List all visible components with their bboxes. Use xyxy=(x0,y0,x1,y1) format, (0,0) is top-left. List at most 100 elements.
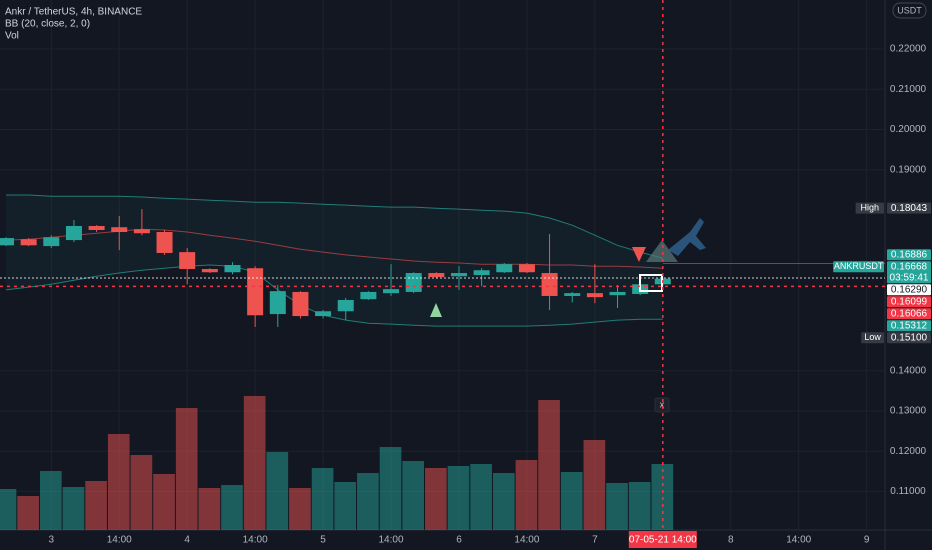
candle-body xyxy=(292,291,309,317)
y-tick-label: 0.20000 xyxy=(890,124,927,135)
volume-bar xyxy=(85,481,107,530)
close-icon[interactable]: x xyxy=(660,399,665,409)
crosshair-x-box xyxy=(628,531,697,548)
volume-bar xyxy=(425,468,447,530)
candle-body xyxy=(156,232,173,253)
price-tag-box xyxy=(855,202,884,214)
currency-button[interactable] xyxy=(892,2,927,19)
volume-bar xyxy=(107,434,130,530)
candle-body xyxy=(518,264,535,273)
price-label: 0.16099 xyxy=(891,296,928,307)
candle-body xyxy=(473,270,490,276)
volume-bar xyxy=(311,468,334,530)
volume-bar xyxy=(289,488,311,530)
candle-body xyxy=(65,225,82,241)
close-button[interactable] xyxy=(654,397,670,413)
price-label: 0.18043 xyxy=(891,203,928,214)
countdown: 03:59:41 xyxy=(890,272,929,283)
candle-body xyxy=(201,269,218,273)
pattern-arrow xyxy=(646,240,678,262)
y-tick-label: 0.19000 xyxy=(890,164,927,175)
price-label: 0.16886 xyxy=(891,249,928,260)
price-label-box xyxy=(887,261,931,284)
volume-bar xyxy=(470,464,492,530)
candle-body xyxy=(586,293,603,298)
volume-bar xyxy=(334,482,357,530)
candle-body xyxy=(179,252,196,270)
candle-body xyxy=(315,311,332,317)
volume-bar xyxy=(153,474,175,530)
price-label: 0.15312 xyxy=(891,320,928,331)
candle-body xyxy=(43,237,60,247)
price-label-box xyxy=(887,296,931,308)
candle-body xyxy=(88,225,105,231)
candle-body xyxy=(496,264,513,273)
bb-legend: BB (20, close, 2, 0) xyxy=(5,19,90,30)
x-tick-label: 7 xyxy=(592,535,598,546)
candle-body xyxy=(0,238,15,246)
volume-bar xyxy=(357,473,379,530)
x-tick-label: 6 xyxy=(456,535,462,546)
bb-upper xyxy=(6,194,663,259)
volume-bar xyxy=(221,485,243,530)
x-tick-label: 5 xyxy=(320,535,326,546)
y-tick-label: 0.11000 xyxy=(890,486,926,497)
price-label: 0.15100 xyxy=(891,332,928,343)
candle-body xyxy=(541,273,558,296)
y-tick-label: 0.21000 xyxy=(890,84,927,95)
x-tick-label: 14:00 xyxy=(514,535,539,546)
volume-bar xyxy=(266,452,289,530)
candle-body xyxy=(428,273,445,278)
crosshair-x-label: 07-05-21 14:00 xyxy=(629,535,697,546)
candle-body xyxy=(450,273,467,277)
currency-label[interactable]: USDT xyxy=(897,5,922,15)
candle-body xyxy=(224,265,241,273)
price-tag: ANKRUSDT xyxy=(834,261,884,271)
vol-legend: Vol xyxy=(5,31,19,42)
x-tick-label: 9 xyxy=(864,535,870,546)
price-label: 0.16290 xyxy=(891,284,928,295)
candle-body xyxy=(133,229,150,234)
x-tick-label: 14:00 xyxy=(379,535,404,546)
x-tick-label: 14:00 xyxy=(243,535,268,546)
volume-bar xyxy=(628,482,651,530)
price-tag: High xyxy=(861,203,880,213)
price-label-box xyxy=(887,320,931,332)
volume-bar xyxy=(175,408,198,530)
volume-bar xyxy=(447,466,470,530)
volume-bar xyxy=(62,487,85,530)
candle-body xyxy=(383,289,400,294)
price-label-box xyxy=(887,284,931,296)
buy-marker xyxy=(430,303,442,317)
candles xyxy=(0,209,671,327)
candle-body xyxy=(20,239,37,246)
x-tick-label: 3 xyxy=(49,535,55,546)
candle-body xyxy=(609,291,626,296)
y-tick-label: 0.13000 xyxy=(890,406,927,417)
volume-bar xyxy=(515,460,538,530)
volume-bar xyxy=(130,455,153,530)
candle-body xyxy=(405,273,422,292)
volume-bar xyxy=(583,440,606,530)
selection-box[interactable] xyxy=(639,274,663,292)
price-label-box xyxy=(887,249,931,261)
candle-body xyxy=(337,299,354,312)
price-label: 0.16668 xyxy=(891,261,928,272)
volume-bar xyxy=(17,496,39,530)
volume-bar xyxy=(560,472,583,530)
price-label-box xyxy=(887,308,931,320)
volume-bar xyxy=(492,473,515,530)
price-label: 0.16066 xyxy=(891,308,928,319)
y-tick-label: 0.12000 xyxy=(890,446,927,457)
candle-body xyxy=(247,268,264,316)
symbol-title: Ankr / TetherUS, 4h, BINANCE xyxy=(5,7,142,18)
volume-bar xyxy=(39,471,62,530)
candle-body xyxy=(360,291,377,300)
volume xyxy=(0,396,674,530)
sell-marker xyxy=(632,247,646,262)
x-tick-label: 14:00 xyxy=(107,535,132,546)
price-tag-box xyxy=(861,332,884,344)
x-tick-label: 14:00 xyxy=(786,535,811,546)
x-tick-label: 8 xyxy=(728,535,734,546)
